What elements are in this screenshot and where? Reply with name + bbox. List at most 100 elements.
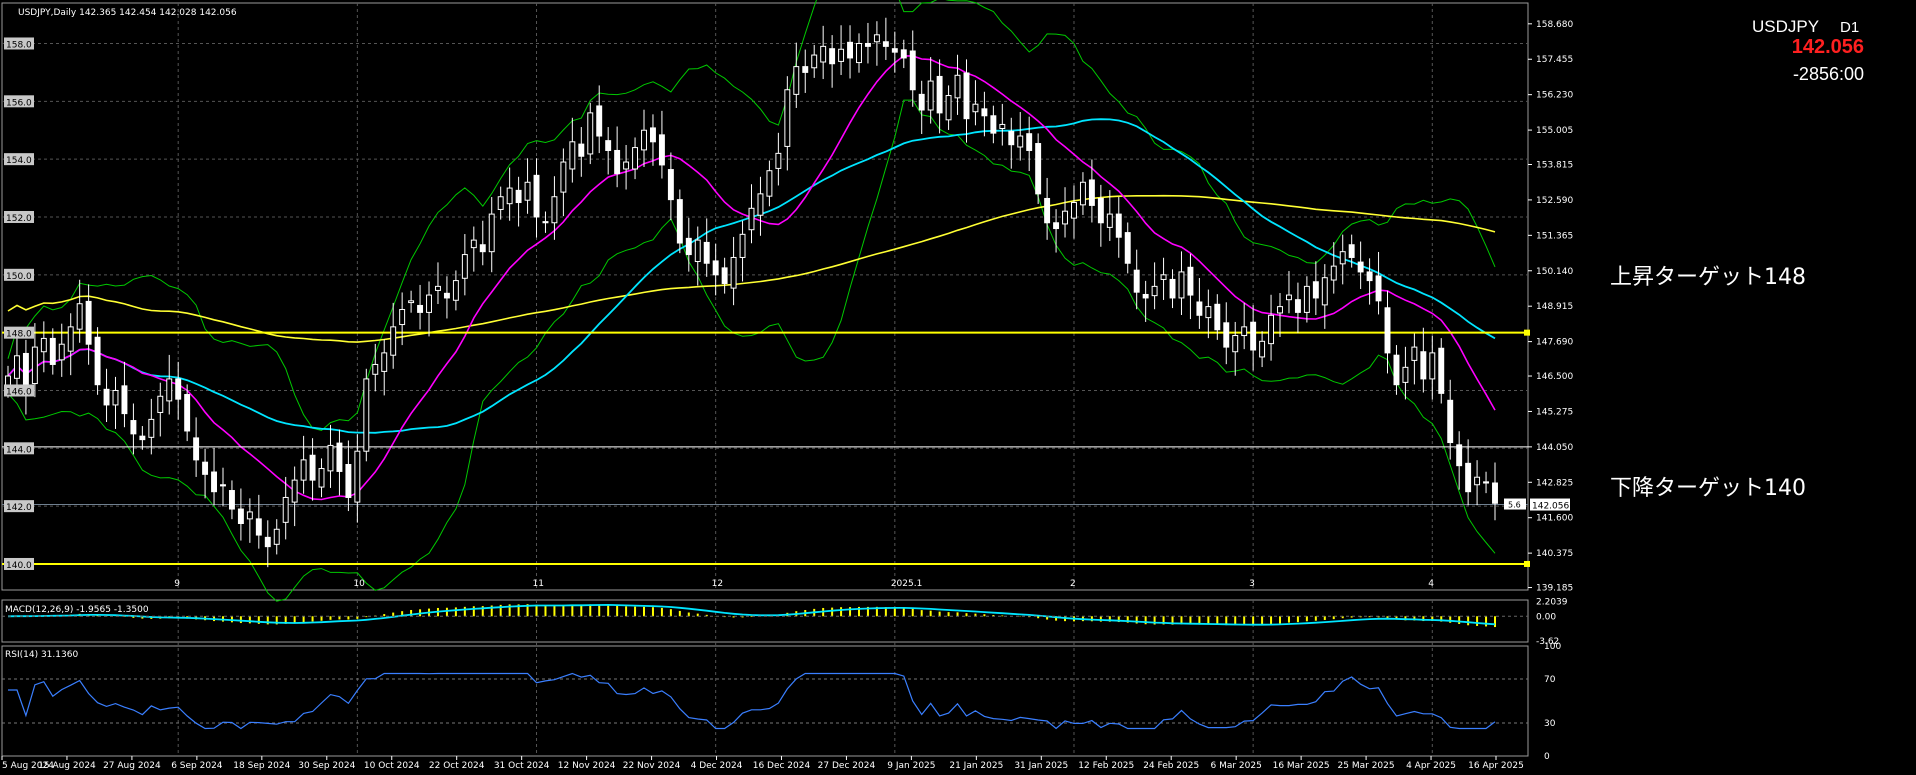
candle[interactable]	[1268, 314, 1275, 345]
candle[interactable]	[1071, 202, 1077, 219]
candle[interactable]	[1142, 293, 1149, 299]
candle[interactable]	[1035, 143, 1042, 195]
candle[interactable]	[900, 49, 907, 59]
candle[interactable]	[264, 536, 271, 548]
candle[interactable]	[864, 42, 871, 47]
candle[interactable]	[1375, 275, 1382, 302]
candle[interactable]	[1088, 179, 1095, 206]
candle[interactable]	[220, 484, 226, 487]
candle[interactable]	[417, 304, 424, 313]
candle[interactable]	[1124, 232, 1131, 264]
candle[interactable]	[31, 346, 38, 385]
candle[interactable]	[479, 244, 486, 253]
candle[interactable]	[685, 237, 692, 256]
candle[interactable]	[1393, 354, 1400, 386]
candle[interactable]	[381, 352, 388, 372]
candle[interactable]	[1321, 277, 1328, 306]
candle[interactable]	[345, 464, 352, 498]
candle[interactable]	[49, 337, 56, 365]
candle[interactable]	[327, 444, 334, 472]
candle[interactable]	[121, 385, 128, 415]
candle[interactable]	[1250, 321, 1257, 351]
candle[interactable]	[1169, 278, 1176, 299]
candle[interactable]	[533, 174, 540, 218]
candle[interactable]	[1151, 285, 1158, 297]
candle[interactable]	[820, 45, 827, 63]
candle[interactable]	[1044, 197, 1051, 224]
candle[interactable]	[641, 129, 647, 151]
candle[interactable]	[148, 418, 155, 438]
candle[interactable]	[1492, 482, 1498, 504]
candle[interactable]	[703, 241, 710, 264]
candle[interactable]	[811, 54, 818, 69]
candle[interactable]	[193, 437, 200, 461]
candle[interactable]	[990, 115, 997, 134]
candle[interactable]	[1259, 340, 1266, 358]
candle[interactable]	[515, 189, 522, 204]
candle[interactable]	[721, 267, 728, 284]
candle[interactable]	[1474, 476, 1481, 486]
candle[interactable]	[1411, 346, 1418, 361]
candle[interactable]	[354, 450, 361, 503]
candle[interactable]	[1330, 265, 1337, 281]
candle[interactable]	[488, 213, 495, 253]
candle[interactable]	[130, 420, 137, 435]
candle[interactable]	[1456, 444, 1463, 467]
candle[interactable]	[1366, 271, 1373, 282]
candle[interactable]	[1277, 306, 1283, 314]
candle[interactable]	[1053, 222, 1060, 230]
candle[interactable]	[1294, 299, 1301, 313]
rsi-panel[interactable]	[2, 672, 1528, 730]
candle[interactable]	[246, 511, 253, 520]
candle[interactable]	[363, 378, 370, 452]
candle[interactable]	[569, 141, 576, 170]
candle[interactable]	[1429, 352, 1436, 380]
candle[interactable]	[13, 355, 20, 379]
candle[interactable]	[596, 105, 603, 137]
up-target-handle[interactable]	[1524, 329, 1530, 336]
candle[interactable]	[694, 239, 701, 263]
candle[interactable]	[560, 161, 567, 193]
candle[interactable]	[1384, 307, 1391, 354]
candle[interactable]	[873, 34, 880, 43]
down-target-handle[interactable]	[1524, 560, 1530, 567]
candle[interactable]	[1483, 481, 1490, 484]
candle[interactable]	[1106, 213, 1113, 228]
candle[interactable]	[103, 388, 110, 406]
candle[interactable]	[184, 394, 191, 432]
candle[interactable]	[1303, 285, 1310, 313]
candle[interactable]	[273, 528, 280, 545]
candle[interactable]	[1232, 335, 1239, 353]
candle[interactable]	[1223, 322, 1230, 348]
candle[interactable]	[882, 41, 889, 47]
candle[interactable]	[1079, 181, 1086, 206]
candle[interactable]	[667, 169, 674, 201]
candle[interactable]	[1214, 303, 1221, 331]
candle[interactable]	[1357, 261, 1364, 273]
candle[interactable]	[909, 50, 916, 91]
candle[interactable]	[1062, 210, 1068, 225]
candle[interactable]	[67, 326, 74, 352]
candle[interactable]	[1026, 133, 1033, 151]
candle[interactable]	[85, 300, 92, 345]
candle[interactable]	[945, 95, 952, 121]
candle[interactable]	[757, 193, 764, 216]
candle[interactable]	[166, 378, 173, 402]
candle[interactable]	[1133, 269, 1140, 293]
candle[interactable]	[623, 161, 630, 170]
candle[interactable]	[470, 239, 477, 249]
candle[interactable]	[784, 89, 791, 147]
candle[interactable]	[891, 48, 898, 53]
candle[interactable]	[40, 337, 47, 353]
candle[interactable]	[408, 300, 415, 304]
candle[interactable]	[1115, 213, 1122, 238]
candle[interactable]	[936, 75, 943, 114]
candle[interactable]	[748, 207, 755, 231]
candle[interactable]	[390, 326, 397, 356]
candle[interactable]	[309, 454, 316, 481]
candle[interactable]	[650, 127, 656, 143]
candle[interactable]	[211, 471, 217, 493]
candle[interactable]	[963, 72, 970, 120]
candle[interactable]	[1187, 266, 1194, 296]
